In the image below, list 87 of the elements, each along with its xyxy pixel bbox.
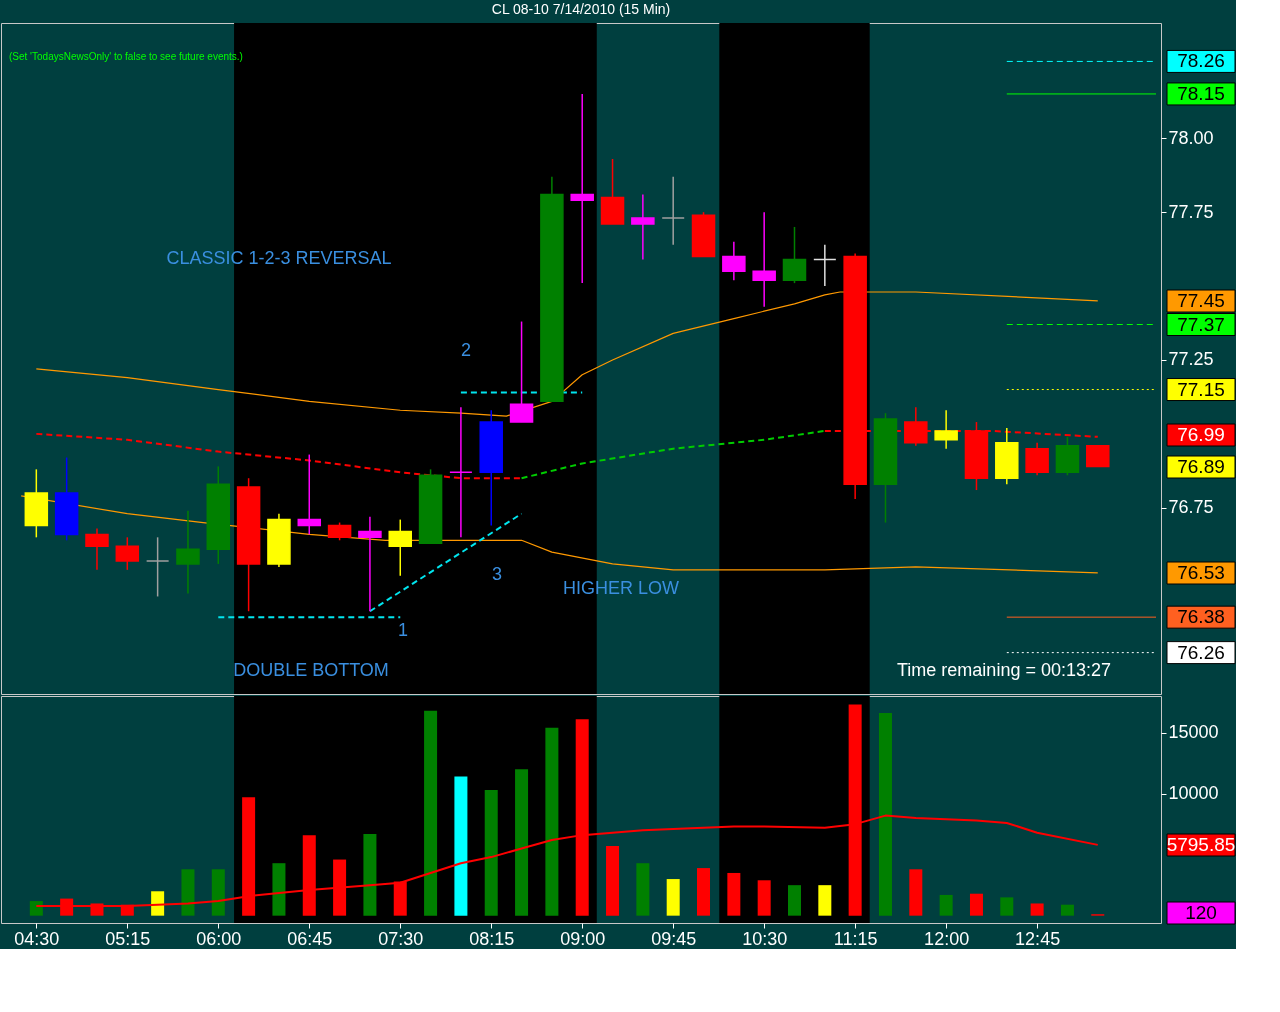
x-tick-label: 05:15 bbox=[105, 928, 151, 949]
bar bbox=[788, 885, 801, 916]
candlestick bbox=[115, 536, 140, 571]
bar bbox=[424, 710, 438, 916]
x-tick-label: 12:45 bbox=[1015, 928, 1061, 949]
y-tick-label: 15000 bbox=[1168, 722, 1219, 743]
bar bbox=[29, 901, 43, 916]
x-tick-label: 06:45 bbox=[287, 928, 333, 949]
candlestick bbox=[509, 320, 534, 423]
candlestick bbox=[358, 515, 382, 612]
chart-title: CL 08-10 7/14/2010 (15 Min) bbox=[491, 1, 671, 17]
bar bbox=[878, 713, 892, 916]
ref-line-label: 77.15 bbox=[1177, 378, 1225, 400]
x-tick-label: 09:00 bbox=[560, 928, 606, 949]
x-tick-label: 06:00 bbox=[196, 928, 242, 949]
bar bbox=[636, 863, 650, 916]
x-tick-label: 12:00 bbox=[924, 928, 970, 949]
bar bbox=[697, 868, 711, 916]
annotation: HIGHER LOW bbox=[562, 578, 680, 598]
bar bbox=[727, 872, 741, 916]
candlestick bbox=[388, 518, 412, 577]
ref-line-label: 76.26 bbox=[1177, 641, 1225, 663]
x-tick-label: 09:45 bbox=[651, 928, 697, 949]
candlestick bbox=[1086, 444, 1110, 468]
bar bbox=[454, 776, 468, 916]
bar bbox=[1060, 904, 1074, 916]
bar bbox=[181, 869, 195, 916]
bar bbox=[515, 769, 529, 916]
candlestick bbox=[85, 527, 109, 571]
candlestick bbox=[631, 193, 655, 261]
ref-line-label: 77.37 bbox=[1177, 313, 1225, 335]
candlestick bbox=[934, 409, 958, 450]
y-tick-label: 77.75 bbox=[1168, 201, 1214, 222]
line-series bbox=[520, 429, 826, 480]
ref-line-label: 78.15 bbox=[1177, 82, 1225, 104]
bar bbox=[363, 833, 377, 916]
x-tick-label: 11:15 bbox=[833, 928, 878, 949]
bar bbox=[484, 789, 498, 916]
text: 5795.85 bbox=[1166, 834, 1236, 855]
candlestick bbox=[722, 240, 746, 281]
candlestick bbox=[297, 453, 322, 536]
candlestick bbox=[176, 509, 200, 595]
y-tick-label: 10000 bbox=[1168, 783, 1219, 804]
annotation: Time remaining = 00:13:27 bbox=[897, 660, 1111, 680]
text: 76.99 bbox=[1177, 424, 1225, 445]
bar bbox=[818, 885, 832, 916]
annotation: 2 bbox=[460, 340, 472, 360]
text: 76.89 bbox=[1177, 456, 1225, 477]
candlestick bbox=[661, 175, 685, 246]
annotation: 3 bbox=[491, 564, 503, 584]
bar bbox=[545, 727, 559, 916]
ref-line-label: 76.38 bbox=[1177, 606, 1225, 628]
x-tick-label: 10:30 bbox=[742, 928, 788, 949]
annotation: CLASSIC 1-2-3 REVERSAL bbox=[166, 248, 392, 268]
y-tick-label: 77.25 bbox=[1168, 349, 1214, 370]
bar bbox=[969, 893, 983, 916]
bar bbox=[757, 880, 771, 916]
bar bbox=[666, 879, 680, 916]
annotation: 1 bbox=[397, 620, 409, 640]
annotation: DOUBLE BOTTOM bbox=[233, 660, 389, 680]
text: 77.45 bbox=[1177, 290, 1225, 311]
ref-line-label: 78.26 bbox=[1177, 50, 1225, 72]
bar bbox=[939, 894, 953, 916]
bar bbox=[211, 869, 225, 916]
bar bbox=[909, 869, 923, 916]
y-tick-label: 76.75 bbox=[1168, 497, 1214, 518]
y-tick-label: 78.00 bbox=[1168, 127, 1214, 148]
candlestick bbox=[813, 243, 837, 287]
candlestick bbox=[782, 226, 807, 284]
bar bbox=[1000, 897, 1014, 916]
candlestick bbox=[1025, 441, 1049, 477]
candlestick bbox=[752, 211, 776, 308]
x-tick-label: 04:30 bbox=[14, 928, 60, 949]
candlestick bbox=[145, 536, 170, 598]
candlestick bbox=[449, 406, 473, 539]
line-series bbox=[35, 291, 1099, 417]
x-tick-label: 07:30 bbox=[378, 928, 424, 949]
x-tick-label: 08:15 bbox=[469, 928, 515, 949]
bar bbox=[151, 891, 165, 916]
line-series bbox=[35, 432, 523, 480]
bar bbox=[606, 846, 620, 916]
bar bbox=[272, 863, 286, 916]
candlestick bbox=[570, 93, 594, 284]
annotation: (Set 'TodaysNewsOnly' to false to see future events.) bbox=[9, 51, 243, 62]
bar bbox=[1030, 903, 1044, 916]
text: 120 bbox=[1185, 902, 1217, 923]
text: 76.53 bbox=[1177, 562, 1225, 583]
